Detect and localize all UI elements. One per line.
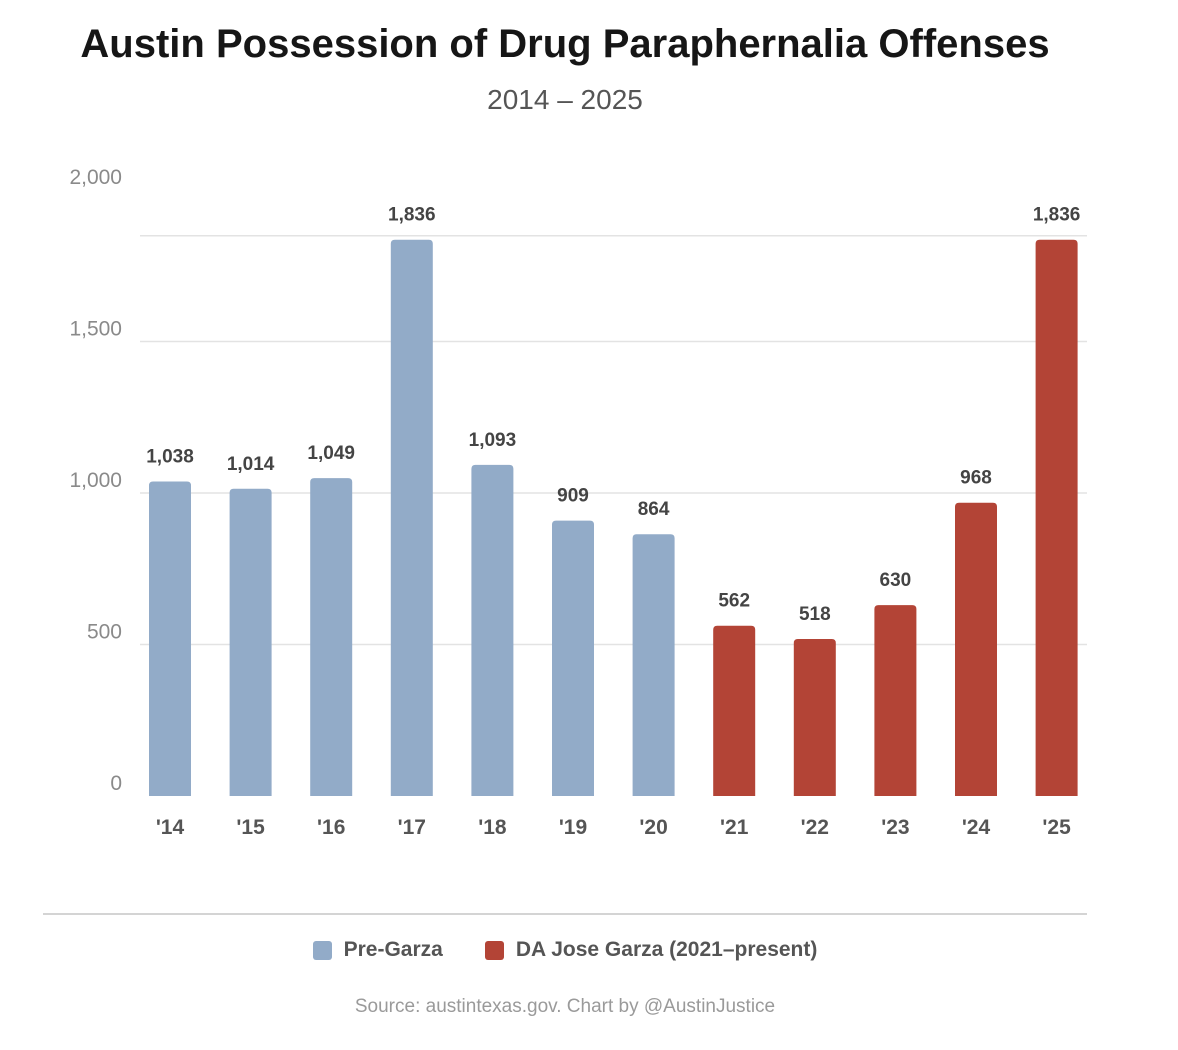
legend-swatch-pre-garza xyxy=(312,940,332,960)
bar xyxy=(552,520,594,796)
bar xyxy=(1035,239,1078,796)
bar xyxy=(793,639,836,796)
data-label: 909 xyxy=(557,486,589,507)
data-label: 968 xyxy=(960,468,992,489)
x-tick-label: '14 xyxy=(156,816,185,839)
bar xyxy=(713,625,756,796)
bars xyxy=(149,239,1078,796)
bar xyxy=(955,502,997,796)
data-label: 562 xyxy=(718,591,750,612)
gridlines xyxy=(140,234,1087,646)
legend-item-garza: DA Jose Garza (2021–present) xyxy=(484,938,818,962)
legend-item-pre-garza: Pre-Garza xyxy=(312,938,443,962)
data-label: 1,014 xyxy=(227,454,275,475)
bar-chart: 0 500 1,000 1,500 2,000 1,038 1,014 1,049 1,836… xyxy=(69,166,1087,839)
x-tick-label: '15 xyxy=(236,816,265,839)
chart-subtitle: 2014 – 2025 xyxy=(487,84,643,115)
bar xyxy=(149,481,191,796)
y-tick-label: 2,000 xyxy=(69,166,122,189)
chart-title: Austin Possession of Drug Paraphernalia … xyxy=(80,22,1050,66)
y-tick-label: 0 xyxy=(110,772,122,795)
x-tick-label: '20 xyxy=(639,816,667,839)
footer-divider xyxy=(43,913,1087,915)
x-tick-label: '21 xyxy=(720,816,749,839)
data-label: 1,836 xyxy=(1033,205,1081,226)
y-axis-tick-labels: 0 500 1,000 1,500 2,000 xyxy=(69,166,122,795)
x-tick-label: '16 xyxy=(317,816,345,839)
y-tick-label: 500 xyxy=(87,621,122,644)
y-tick-label: 1,500 xyxy=(69,318,122,341)
x-tick-label: '25 xyxy=(1042,816,1071,839)
x-tick-label: '24 xyxy=(962,816,991,839)
bar xyxy=(229,488,272,796)
data-label: 630 xyxy=(880,570,912,591)
x-tick-label: '17 xyxy=(398,816,426,839)
source-note: Source: austintexas.gov. Chart by @Austi… xyxy=(354,996,776,1017)
bar xyxy=(632,534,675,796)
x-tick-label: '22 xyxy=(801,816,829,839)
data-label: 1,093 xyxy=(469,430,517,451)
bar xyxy=(390,239,433,796)
legend: Pre-Garza DA Jose Garza (2021–present) xyxy=(0,938,1130,962)
data-label: 1,836 xyxy=(388,205,436,226)
bar xyxy=(874,605,917,796)
data-labels: 1,038 1,014 1,049 1,836 1,093 909 864 562 518 630… xyxy=(146,205,1080,625)
x-tick-label: '23 xyxy=(881,816,909,839)
x-tick-label: '19 xyxy=(559,816,587,839)
data-label: 1,038 xyxy=(146,446,194,467)
data-label: 864 xyxy=(638,499,670,520)
x-axis-category-labels: '14 '15 '16 '17 '18 '19 '20 '21 '22 '23 '24 '25 xyxy=(156,816,1071,839)
bar xyxy=(471,464,514,796)
bar xyxy=(310,478,353,796)
data-label: 1,049 xyxy=(307,443,355,464)
legend-label-pre-garza: Pre-Garza xyxy=(343,938,443,961)
data-label: 518 xyxy=(799,604,831,625)
x-tick-label: '18 xyxy=(478,816,507,839)
legend-label-garza: DA Jose Garza (2021–present) xyxy=(515,938,818,961)
legend-swatch-garza xyxy=(484,940,504,960)
y-tick-label: 1,000 xyxy=(69,469,122,492)
